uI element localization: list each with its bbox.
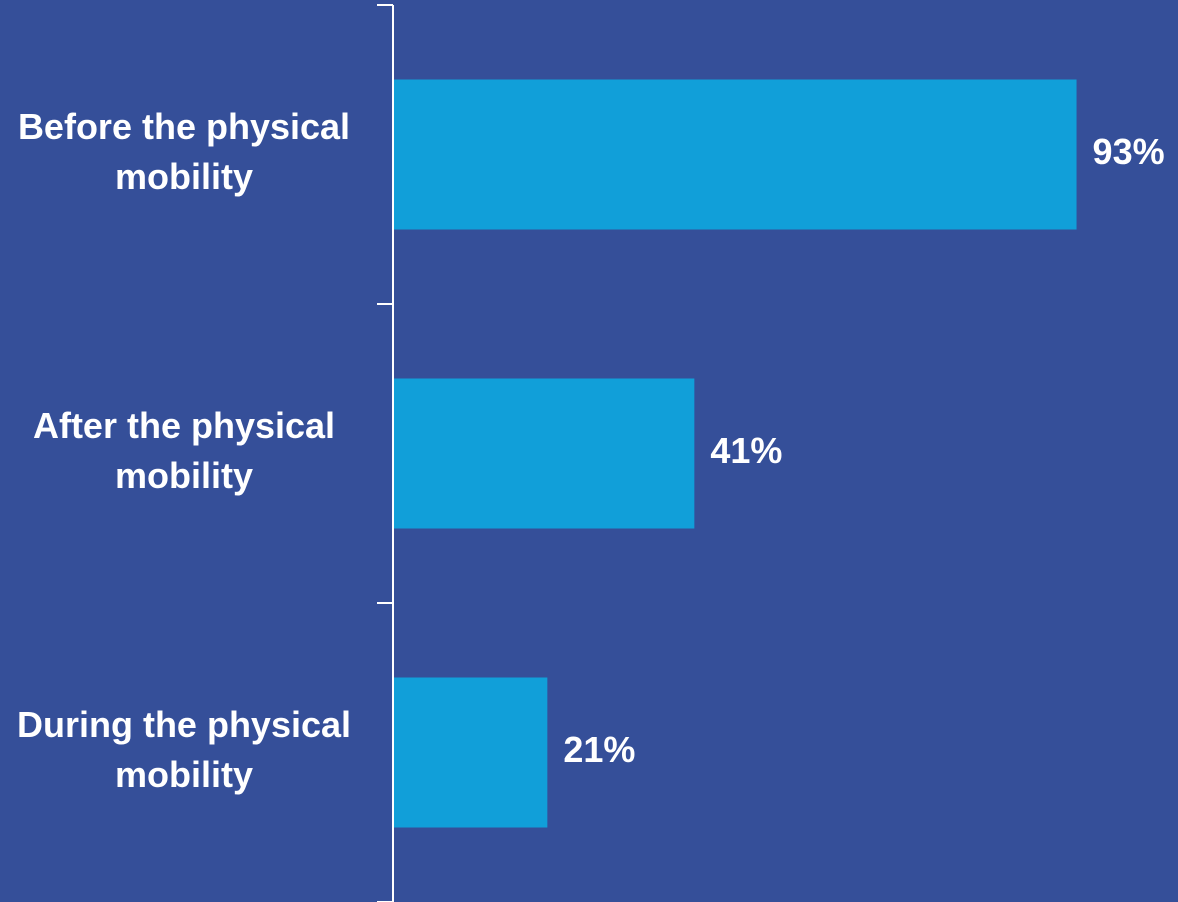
category-label: Before the physical mobility [18,106,350,197]
category-label-line: mobility [115,156,253,197]
category-label-line: During the physical [17,704,351,745]
category-label: After the physical mobility [33,405,335,496]
bar [393,677,548,828]
data-label: 41% [710,430,782,471]
bar [393,79,1077,230]
category-label-line: After the physical [33,405,335,446]
bar [393,378,695,529]
category-axis [377,4,394,902]
category-label-line: mobility [115,455,253,496]
category-label-line: Before the physical [18,106,350,147]
data-label: 21% [563,729,635,770]
data-label: 93% [1093,131,1165,172]
labels-layer: 93% Before the physical mobility 41% After t… [17,106,1165,795]
category-label-line: mobility [115,754,253,795]
bars-layer [393,79,1077,828]
category-label: During the physical mobility [17,704,351,795]
